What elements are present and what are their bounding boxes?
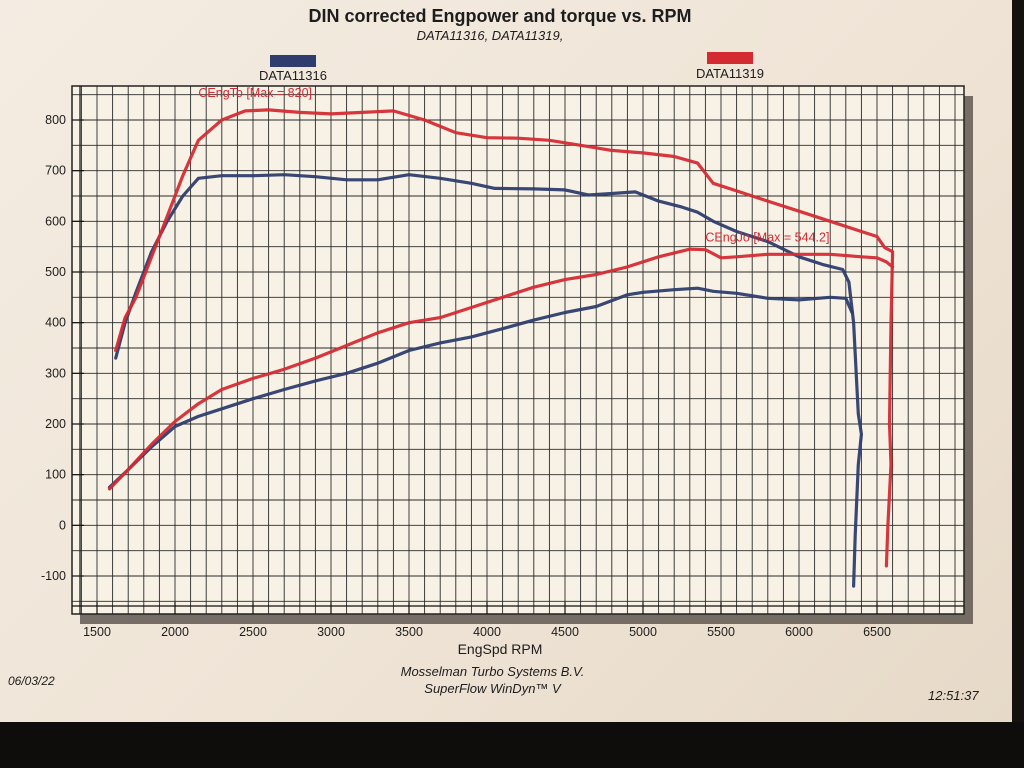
legend-label-data11316: DATA11316 [259, 68, 327, 83]
axes: -100 0 100 200 300 400 500 600 700 800 1500 2000 250… [41, 86, 964, 639]
chart-subtitle: DATA11316, DATA11319, [416, 28, 564, 43]
grid [72, 86, 964, 614]
series [107, 108, 895, 588]
y-tick-label: 0 [59, 518, 66, 532]
x-tick-label: 6000 [785, 625, 813, 639]
dark-background-strip [0, 722, 1024, 768]
series-line-data11316-power [107, 286, 854, 489]
footer-company: Mosselman Turbo Systems B.V. [400, 664, 585, 679]
print-date: 06/03/22 [8, 674, 55, 688]
series-line-data11319-torque [114, 108, 895, 568]
y-tick-label: 100 [45, 468, 66, 482]
x-tick-label: 5000 [629, 625, 657, 639]
x-tick-label: 5500 [707, 625, 735, 639]
y-tick-label: -100 [41, 569, 66, 583]
series-line-data11316-torque [114, 173, 863, 588]
y-tick-label: 700 [45, 164, 66, 178]
x-axis-label: EngSpd RPM [458, 641, 543, 657]
x-tick-label: 2000 [161, 625, 189, 639]
y-tick-label: 500 [45, 265, 66, 279]
plot-frame [71, 85, 965, 615]
y-tick-label: 400 [45, 316, 66, 330]
x-tick-label: 4500 [551, 625, 579, 639]
annotation-power-max: CEngJo [Max = 544.2] [705, 231, 829, 245]
print-time: 12:51:37 [928, 688, 979, 703]
legend-swatch-data11316 [270, 55, 316, 67]
y-tick-label: 800 [45, 113, 66, 127]
legend-label-data11319: DATA11319 [696, 66, 764, 81]
footer-software: SuperFlow WinDyn™ V [424, 681, 561, 696]
x-tick-label: 3500 [395, 625, 423, 639]
annotation-torque-max: CEngTo [Max = 820] [198, 86, 312, 100]
x-tick-label: 2500 [239, 625, 267, 639]
series-line-data11319-power [107, 247, 895, 491]
legend-swatch-data11319 [707, 52, 753, 64]
y-tick-label: 300 [45, 366, 66, 380]
x-tick-label: 6500 [863, 625, 891, 639]
x-tick-label: 4000 [473, 625, 501, 639]
chart-title: DIN corrected Engpower and torque vs. RP… [308, 6, 692, 26]
y-tick-label: 600 [45, 214, 66, 228]
x-tick-label: 3000 [317, 625, 345, 639]
y-tick-label: 200 [45, 417, 66, 431]
x-tick-label: 1500 [83, 625, 111, 639]
